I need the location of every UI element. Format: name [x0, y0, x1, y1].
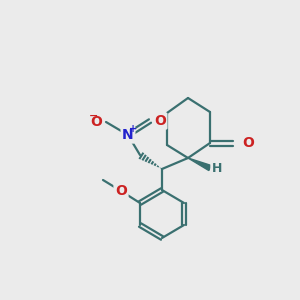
Text: H: H — [212, 161, 222, 175]
Text: +: + — [129, 124, 137, 134]
Text: N: N — [122, 128, 134, 142]
Text: O: O — [242, 136, 254, 150]
Text: O: O — [90, 115, 102, 129]
Text: O: O — [115, 184, 127, 198]
Polygon shape — [188, 158, 211, 170]
Text: −: − — [89, 111, 99, 121]
Text: O: O — [154, 114, 166, 128]
